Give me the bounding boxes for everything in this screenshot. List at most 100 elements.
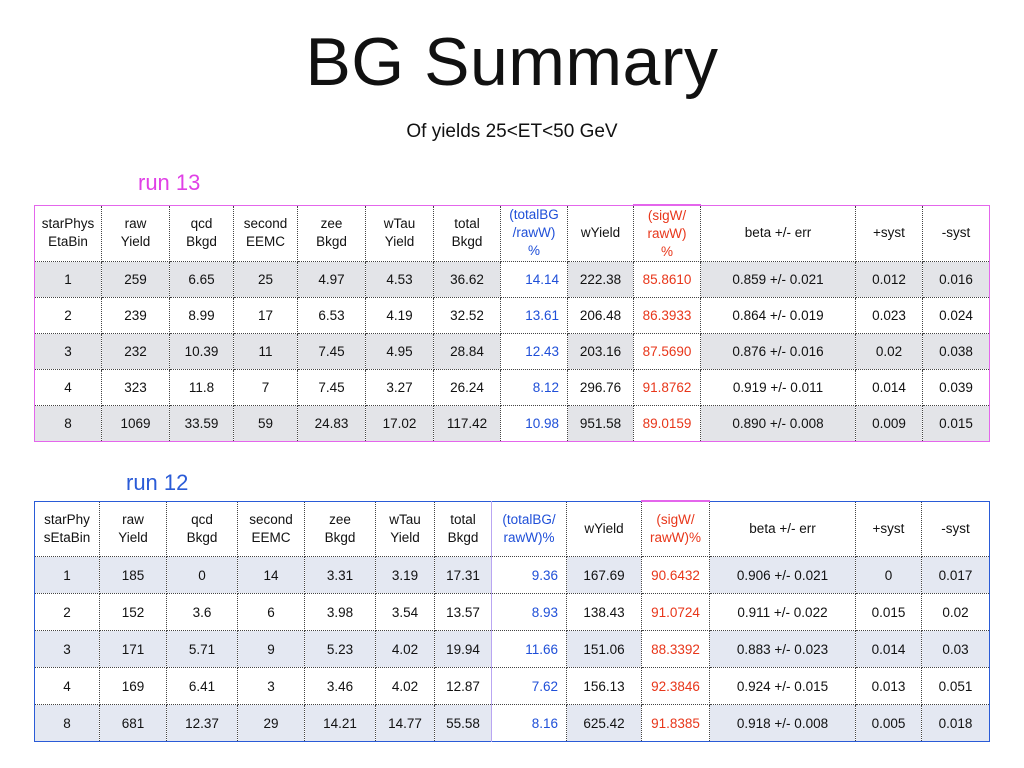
table-cell: 185 — [99, 556, 167, 594]
column-header: wYield — [567, 205, 634, 262]
table-cell: 1069 — [101, 405, 170, 442]
table-cell: 0.859 +/- 0.021 — [700, 261, 856, 298]
table-cell: 152 — [99, 593, 167, 631]
table-cell: 6.65 — [169, 261, 234, 298]
table-cell: 0.013 — [855, 667, 922, 705]
table-cell: 33.59 — [169, 405, 234, 442]
table-cell: 0.015 — [922, 405, 990, 442]
table-cell: 681 — [99, 704, 167, 742]
table-cell: 13.57 — [434, 593, 492, 631]
table-cell: 8.16 — [491, 704, 567, 742]
table-cell: 4.02 — [375, 667, 435, 705]
column-header: wTau Yield — [365, 205, 434, 262]
table-cell: 3 — [34, 630, 100, 668]
table-cell: 3.19 — [375, 556, 435, 594]
table-cell: 6.41 — [166, 667, 238, 705]
table-cell: 117.42 — [433, 405, 501, 442]
table-cell: 3 — [237, 667, 305, 705]
table-cell: 167.69 — [566, 556, 642, 594]
column-header: wYield — [566, 501, 642, 557]
table-cell: 14.21 — [304, 704, 376, 742]
column-header: -syst — [922, 205, 990, 262]
table-cell: 8.99 — [169, 297, 234, 334]
table-cell: 0 — [166, 556, 238, 594]
slide-title: BG Summary — [305, 24, 719, 100]
table-cell: 0.023 — [855, 297, 923, 334]
table-cell: 203.16 — [567, 333, 634, 370]
table-cell: 14 — [237, 556, 305, 594]
table-cell: 3 — [34, 333, 102, 370]
table-cell: 296.76 — [567, 369, 634, 406]
table-cell: 11 — [233, 333, 298, 370]
table-cell: 4.97 — [297, 261, 366, 298]
table-cell: 2 — [34, 593, 100, 631]
table-cell: 86.3933 — [633, 297, 701, 334]
table-cell: 11.8 — [169, 369, 234, 406]
table-cell: 17.31 — [434, 556, 492, 594]
table-cell: 36.62 — [433, 261, 501, 298]
table-cell: 0.890 +/- 0.008 — [700, 405, 856, 442]
table-cell: 8.93 — [491, 593, 567, 631]
table-cell: 323 — [101, 369, 170, 406]
column-header: (totalBG/rawW)% — [491, 501, 567, 557]
column-header: total Bkgd — [434, 501, 492, 557]
table-cell: 3.27 — [365, 369, 434, 406]
column-header: zee Bkgd — [297, 205, 366, 262]
table-cell: 0.906 +/- 0.021 — [709, 556, 856, 594]
table-cell: 0.051 — [921, 667, 990, 705]
table-cell: 0 — [855, 556, 922, 594]
table-row: 1 259 6.65 25 4.97 4.53 36.62 14.14 222.38 85.861… — [34, 261, 990, 298]
column-header: total Bkgd — [433, 205, 501, 262]
table-cell: 0.02 — [921, 593, 990, 631]
column-header: qcd Bkgd — [166, 501, 238, 557]
column-header: +syst — [855, 205, 923, 262]
column-header: second EEMC — [237, 501, 305, 557]
table-cell: 169 — [99, 667, 167, 705]
table-cell: 8 — [34, 704, 100, 742]
table-cell: 0.924 +/- 0.015 — [709, 667, 856, 705]
table-cell: 89.0159 — [633, 405, 701, 442]
table-row: 4 323 11.8 7 7.45 3.27 26.24 8.12 296.76 91.8762 0… — [34, 369, 990, 406]
table-cell: 2 — [34, 297, 102, 334]
table-cell: 10.39 — [169, 333, 234, 370]
table-cell: 239 — [101, 297, 170, 334]
table-cell: 0.015 — [855, 593, 922, 631]
table-cell: 10.98 — [500, 405, 568, 442]
table-cell: 28.84 — [433, 333, 501, 370]
table-cell: 0.876 +/- 0.016 — [700, 333, 856, 370]
table-cell: 0.024 — [922, 297, 990, 334]
table-cell: 0.03 — [921, 630, 990, 668]
table-cell: 6.53 — [297, 297, 366, 334]
table-cell: 0.918 +/- 0.008 — [709, 704, 856, 742]
table-cell: 85.8610 — [633, 261, 701, 298]
column-header: zee Bkgd — [304, 501, 376, 557]
table-cell: 1 — [34, 556, 100, 594]
table-row: 1 185 0 14 3.31 3.19 17.31 9.36 167.69 90.6432 0.9… — [34, 556, 990, 594]
table-cell: 0.009 — [855, 405, 923, 442]
table-cell: 4.53 — [365, 261, 434, 298]
table-cell: 3.46 — [304, 667, 376, 705]
table-cell: 8 — [34, 405, 102, 442]
table-row: 8 1069 33.59 59 24.83 17.02 117.42 10.98 951.58 8… — [34, 405, 990, 442]
table-cell: 4.95 — [365, 333, 434, 370]
table-cell: 138.43 — [566, 593, 642, 631]
column-header: +syst — [855, 501, 922, 557]
table-cell: 17 — [233, 297, 298, 334]
table-cell: 12.87 — [434, 667, 492, 705]
table-cell: 951.58 — [567, 405, 634, 442]
table-cell: 259 — [101, 261, 170, 298]
table-cell: 4.19 — [365, 297, 434, 334]
table-cell: 206.48 — [567, 297, 634, 334]
table-cell: 3.98 — [304, 593, 376, 631]
table-cell: 0.919 +/- 0.011 — [700, 369, 856, 406]
column-header: qcd Bkgd — [169, 205, 234, 262]
table-cell: 171 — [99, 630, 167, 668]
table-cell: 11.66 — [491, 630, 567, 668]
table-cell: 0.012 — [855, 261, 923, 298]
table-cell: 87.5690 — [633, 333, 701, 370]
table-cell: 8.12 — [500, 369, 568, 406]
table-cell: 0.014 — [855, 630, 922, 668]
column-header: -syst — [921, 501, 990, 557]
